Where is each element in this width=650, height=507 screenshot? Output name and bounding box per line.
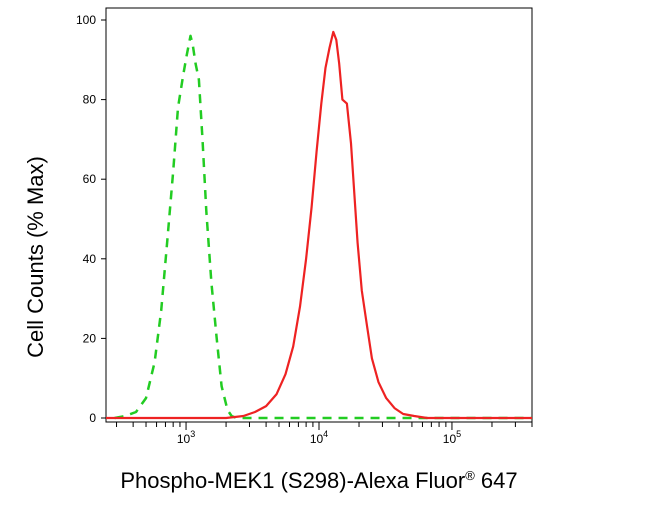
x-axis-ticks: 103 104 105 (116, 422, 533, 446)
y-tick-label: 100 (76, 13, 96, 27)
x-tick-label: 103 (177, 429, 195, 446)
series-dashed-green-line (114, 34, 532, 420)
y-axis-title: Cell Counts (% Max) (23, 156, 48, 358)
y-tick-label: 20 (83, 331, 97, 345)
y-tick-label: 80 (83, 93, 97, 107)
x-axis-title: Phospho-MEK1 (S298)-Alexa Fluor® 647 (120, 468, 517, 493)
y-tick-label: 40 (83, 252, 97, 266)
series-solid-red-line (106, 30, 532, 420)
y-tick-label: 0 (89, 411, 96, 425)
y-axis-ticks: 0 20 40 60 80 100 (76, 13, 106, 425)
x-tick-label: 105 (443, 429, 461, 446)
x-tick-label: 104 (310, 429, 328, 446)
x-axis-title-suffix: 647 (475, 468, 518, 493)
y-tick-label: 60 (83, 172, 97, 186)
x-axis-title-main: Phospho-MEK1 (S298)-Alexa Fluor (120, 468, 465, 493)
x-axis-title-mark: ® (465, 468, 475, 483)
series-layer (106, 30, 532, 420)
